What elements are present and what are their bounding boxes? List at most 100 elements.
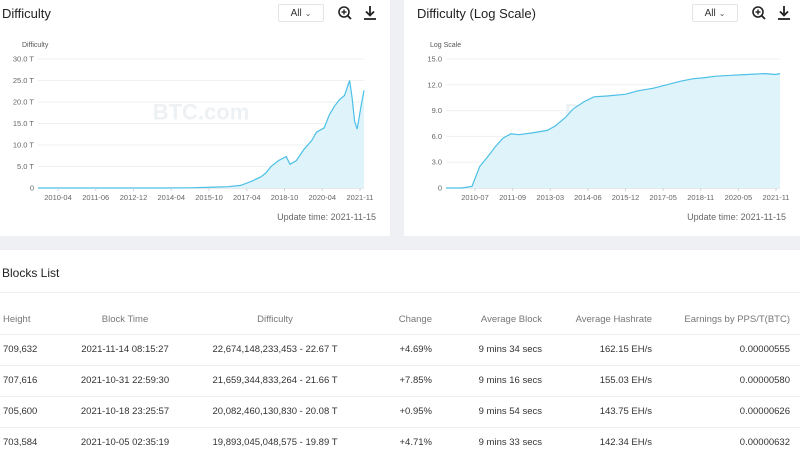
difficulty-log-range-select[interactable]: All ⌄ bbox=[692, 4, 738, 22]
column-header-height: Height bbox=[0, 306, 60, 335]
y-tick-label: 9.0 bbox=[432, 106, 442, 115]
column-header-average-hashrate: Average Hashrate bbox=[550, 306, 660, 335]
y-tick-label: 5.0 T bbox=[17, 162, 34, 171]
earnings-pps: 0.00000580 bbox=[660, 365, 800, 397]
y-tick-label: 0 bbox=[30, 184, 34, 193]
difficulty-log-card: Difficulty (Log Scale) All ⌄ Log Scale 0 3… bbox=[404, 0, 800, 236]
y-tick-label: 15.0 bbox=[427, 55, 442, 64]
block-time: 2021-11-14 08:15:27 bbox=[60, 334, 190, 366]
x-tick-label: 2010-07 bbox=[461, 193, 489, 202]
average-hashrate: 142.34 EH/s bbox=[550, 427, 660, 456]
zoom-in-icon[interactable] bbox=[336, 4, 354, 22]
earnings-pps: 0.00000626 bbox=[660, 396, 800, 428]
block-height-link[interactable]: 705,600 bbox=[0, 396, 60, 428]
average-block-time: 9 mins 16 secs bbox=[440, 365, 550, 397]
block-time: 2021-10-18 23:25:57 bbox=[60, 396, 190, 428]
block-height-link[interactable]: 707,616 bbox=[0, 365, 60, 397]
table-row: 703,584 2021-10-05 02:35:19 19,893,045,0… bbox=[0, 427, 800, 456]
zoom-in-icon[interactable] bbox=[750, 4, 768, 22]
y-tick-label: 6.0 bbox=[432, 132, 442, 141]
range-select-label: All bbox=[290, 7, 302, 19]
average-block-time: 9 mins 54 secs bbox=[440, 396, 550, 428]
y-tick-label: 12.0 bbox=[427, 80, 442, 89]
y-tick-label: 0 bbox=[438, 184, 442, 193]
x-tick-label: 2011-06 bbox=[82, 193, 109, 202]
table-header-row: Height Block Time Difficulty Change Aver… bbox=[0, 306, 800, 335]
block-difficulty: 20,082,460,130,830 - 20.08 T bbox=[190, 396, 360, 428]
chevron-down-icon: ⌄ bbox=[718, 8, 726, 18]
difficulty-chart: Difficulty 0 5.0 T 10.0 T 15.0 T 20.0 T 25.0 T… bbox=[13, 42, 374, 202]
table-row: 707,616 2021-10-31 22:59:30 21,659,344,8… bbox=[0, 365, 800, 397]
blocks-list-title: Blocks List bbox=[2, 266, 60, 280]
block-difficulty: 19,893,045,048,575 - 19.89 T bbox=[190, 427, 360, 456]
average-block-time: 9 mins 33 secs bbox=[440, 427, 550, 456]
block-time: 2021-10-31 22:59:30 bbox=[60, 365, 190, 397]
y-tick-label: 25.0 T bbox=[13, 76, 35, 85]
x-tick-label: 2012-12 bbox=[120, 193, 148, 202]
average-hashrate: 155.03 EH/s bbox=[550, 365, 660, 397]
y-tick-label: 15.0 T bbox=[13, 119, 35, 128]
difficulty-log-title: Difficulty (Log Scale) bbox=[417, 6, 536, 21]
y-tick-label: 20.0 T bbox=[13, 98, 35, 107]
download-icon[interactable] bbox=[361, 4, 379, 22]
x-tick-label: 2010-04 bbox=[44, 193, 72, 202]
earnings-pps: 0.00000632 bbox=[660, 427, 800, 456]
watermark: BTC.com bbox=[153, 100, 250, 125]
earnings-pps: 0.00000555 bbox=[660, 334, 800, 366]
x-tick-label: 2020-04 bbox=[308, 193, 336, 202]
difficulty-change: +4.69% bbox=[360, 334, 440, 366]
download-icon[interactable] bbox=[775, 4, 793, 22]
x-tick-label: 2013-03 bbox=[536, 193, 564, 202]
x-tick-label: 2017-04 bbox=[233, 193, 261, 202]
difficulty-title: Difficulty bbox=[2, 6, 51, 21]
x-tick-label: 2015-12 bbox=[612, 193, 640, 202]
x-tick-label: 2014-06 bbox=[574, 193, 602, 202]
block-height-link[interactable]: 709,632 bbox=[0, 334, 60, 366]
block-height-link[interactable]: 703,584 bbox=[0, 427, 60, 456]
blocks-table: Height Block Time Difficulty Change Aver… bbox=[0, 306, 800, 456]
x-tick-label: 2017-05 bbox=[649, 193, 677, 202]
column-header-earnings: Earnings by PPS/T(BTC) bbox=[660, 306, 800, 335]
update-time: Update time: 2021-11-15 bbox=[687, 212, 786, 222]
block-difficulty: 22,674,148,233,453 - 22.67 T bbox=[190, 334, 360, 366]
blocks-list-card: Blocks List Height Block Time Difficulty… bbox=[0, 250, 800, 456]
y-tick-label: 10.0 T bbox=[13, 141, 35, 150]
x-tick-label: 2015-10 bbox=[195, 193, 223, 202]
difficulty-change: +0.95% bbox=[360, 396, 440, 428]
difficulty-log-chart: Log Scale03.06.09.012.015.0BTC.com2010-0… bbox=[427, 42, 790, 202]
y-tick-label: 3.0 bbox=[432, 158, 442, 167]
x-tick-label: 2018-10 bbox=[271, 193, 299, 202]
series-line bbox=[446, 72, 781, 189]
series-area bbox=[38, 80, 364, 188]
difficulty-range-select[interactable]: All ⌄ bbox=[278, 4, 324, 22]
series-area bbox=[446, 73, 780, 188]
x-tick-label: 2018-11 bbox=[687, 193, 714, 202]
x-tick-label: 2011-09 bbox=[499, 193, 526, 202]
average-block-time: 9 mins 34 secs bbox=[440, 334, 550, 366]
chevron-down-icon: ⌄ bbox=[304, 8, 312, 18]
column-header-block-time: Block Time bbox=[60, 306, 190, 335]
average-hashrate: 143.75 EH/s bbox=[550, 396, 660, 428]
column-header-difficulty: Difficulty bbox=[190, 306, 360, 335]
difficulty-card: Difficulty All ⌄ Difficulty 0 5.0 T 10.0 T 1… bbox=[0, 0, 390, 236]
column-header-change: Change bbox=[360, 306, 440, 335]
y-tick-label: 30.0 T bbox=[13, 55, 35, 64]
difficulty-change: +7.85% bbox=[360, 365, 440, 397]
range-select-label: All bbox=[704, 7, 716, 19]
y-axis-unit-label: Difficulty bbox=[22, 42, 49, 49]
difficulty-change: +4.71% bbox=[360, 427, 440, 456]
average-hashrate: 162.15 EH/s bbox=[550, 334, 660, 366]
x-tick-label: 2014-04 bbox=[157, 193, 185, 202]
table-row: 705,600 2021-10-18 23:25:57 20,082,460,1… bbox=[0, 396, 800, 428]
block-time: 2021-10-05 02:35:19 bbox=[60, 427, 190, 456]
x-tick-label: 2021-11 bbox=[347, 193, 374, 202]
x-tick-label: 2020-05 bbox=[725, 193, 753, 202]
table-row: 709,632 2021-11-14 08:15:27 22,674,148,2… bbox=[0, 334, 800, 366]
y-axis-unit-label: Log Scale bbox=[430, 42, 461, 49]
update-time: Update time: 2021-11-15 bbox=[277, 212, 376, 222]
column-header-average-block: Average Block bbox=[440, 306, 550, 335]
x-tick-label: 2021-11 bbox=[763, 193, 790, 202]
block-difficulty: 21,659,344,833,264 - 21.66 T bbox=[190, 365, 360, 397]
series-line bbox=[38, 80, 365, 189]
divider bbox=[0, 292, 800, 293]
